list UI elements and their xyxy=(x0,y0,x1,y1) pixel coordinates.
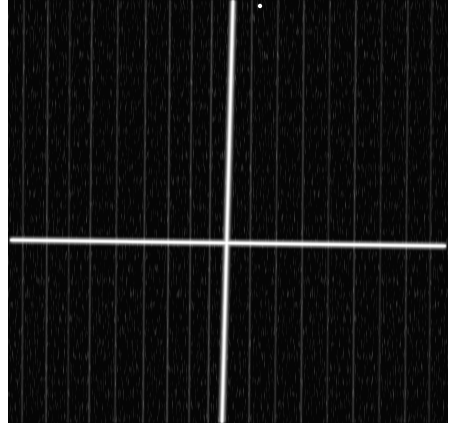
page-body xyxy=(0,0,450,436)
page: {} html, body { margin: 0; padding: 0; b… xyxy=(0,0,450,436)
bright-spot xyxy=(258,4,262,8)
photograph xyxy=(0,0,450,436)
